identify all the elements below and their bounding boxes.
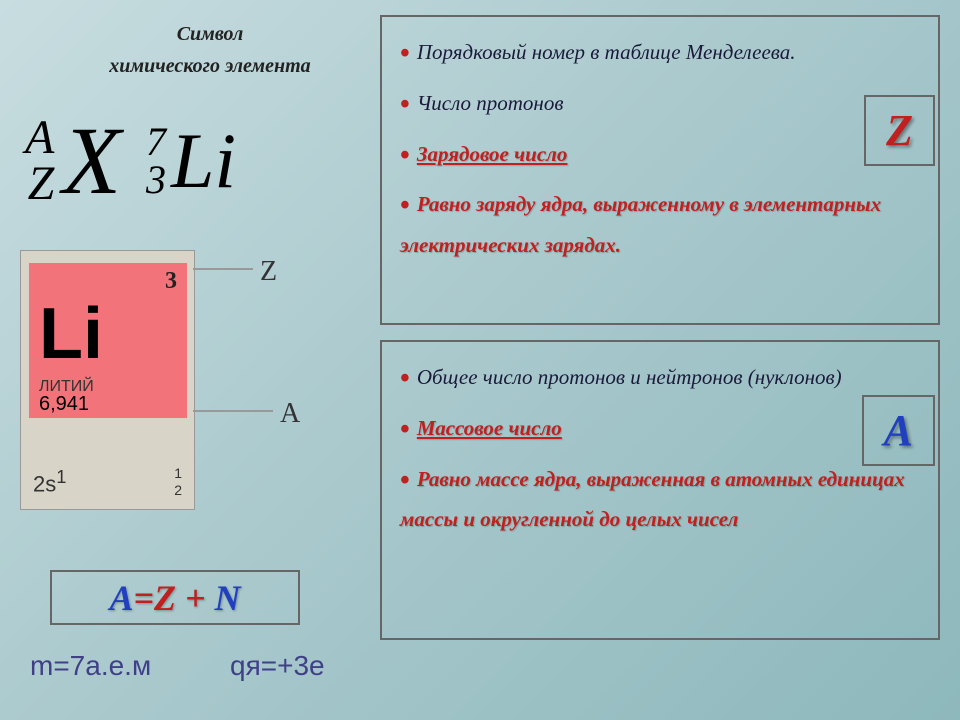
periodic-tile: 3 Li ЛИТИЙ 6,941 2s1 1 2 [20,250,195,510]
z-bullet-1: Порядковый номер в таблице Менделеева. [400,32,920,77]
charge-equation: qя=+3е [230,650,325,682]
tile-mass: 6,941 [39,393,89,416]
z-bullet-3: Зарядовое число [400,134,920,179]
charge-letter: Z [25,161,54,207]
tile-red-area: 3 Li ЛИТИЙ 6,941 [29,263,187,418]
a-bullet-1: Общее число протонов и нейтронов (нуклон… [400,357,920,402]
a-label: A [280,398,300,430]
z-label: Z [260,256,277,288]
example-symbol: Li [171,116,236,206]
periodic-tile-diagram: 3 Li ЛИТИЙ 6,941 2s1 1 2 Z A [20,250,355,530]
a-panel: Общее число протонов и нейтронов (нуклон… [380,340,940,640]
a-badge: A [862,395,935,466]
z-leader-line [193,268,253,270]
slide-title: Символ химического элемента [60,18,360,82]
generic-prefix: A Z [25,115,54,206]
a-leader-line [193,410,273,412]
a-bullet-3: Равно массе ядра, выраженная в атомных е… [400,459,920,537]
a-bullet-2: Массовое число [400,408,920,453]
example-mass: 7 [146,123,166,161]
example-prefix: 7 3 [146,123,166,199]
generic-notation: A Z X [25,105,121,216]
mass-letter: A [25,115,54,161]
mass-equation: m=7а.е.м [30,650,151,682]
example-charge: 3 [146,161,166,199]
tile-symbol: Li [39,293,103,375]
formula-text: A=Z + N [109,577,240,619]
generic-symbol: X [62,105,121,216]
tile-subshell: 1 2 [174,465,182,499]
title-line2: химического элемента [109,55,310,77]
formula-box: A=Z + N [50,570,300,625]
nuclide-notation: A Z X 7 3 Li [25,105,236,216]
tile-config: 2s1 [33,466,66,497]
z-bullet-4: Равно заряду ядра, выраженному в элемент… [400,184,920,262]
title-line1: Символ [177,23,244,45]
z-bullet-2: Число протонов [400,83,920,128]
tile-atomic-number: 3 [165,268,177,295]
example-notation: 7 3 Li [146,116,236,206]
z-panel: Порядковый номер в таблице Менделеева. Ч… [380,15,940,325]
z-badge: Z [864,95,935,166]
